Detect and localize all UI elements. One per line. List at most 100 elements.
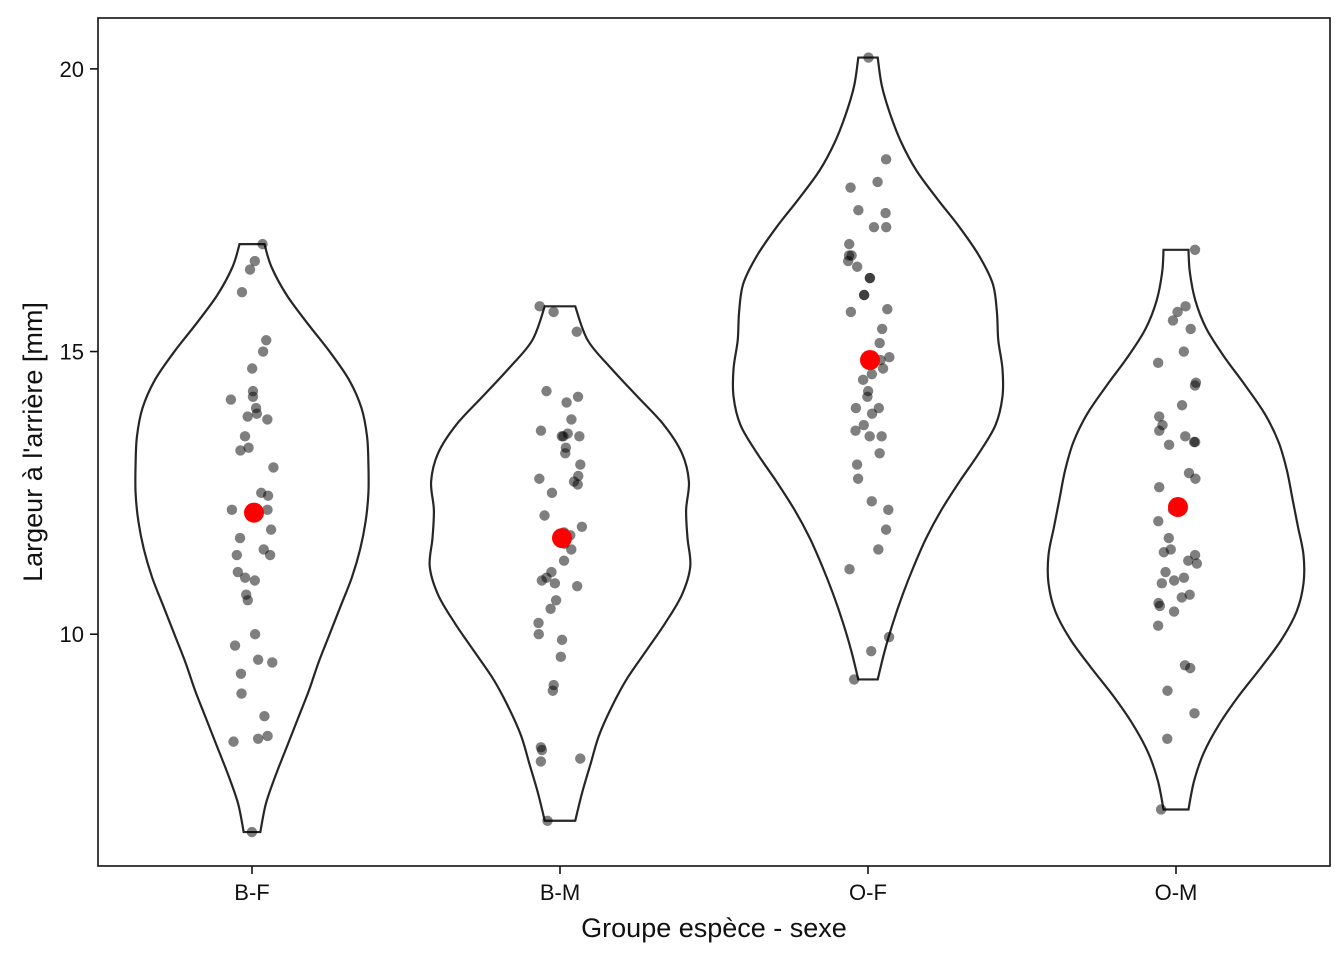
data-point bbox=[571, 580, 583, 592]
data-point bbox=[549, 578, 561, 589]
data-point bbox=[1152, 620, 1164, 631]
data-point bbox=[1176, 592, 1187, 603]
data-point bbox=[876, 431, 887, 442]
data-point bbox=[1178, 572, 1190, 583]
data-point bbox=[268, 462, 279, 473]
data-point bbox=[1152, 357, 1164, 369]
data-point bbox=[1185, 662, 1196, 674]
data-point bbox=[572, 479, 583, 490]
data-point bbox=[882, 303, 893, 315]
data-point bbox=[234, 532, 246, 544]
mean-point-O-M bbox=[1168, 497, 1188, 518]
data-point bbox=[877, 363, 889, 374]
data-point bbox=[555, 651, 567, 663]
x-tick-label: O-F bbox=[849, 880, 887, 905]
violins-layer bbox=[134, 56, 1306, 834]
data-point bbox=[1184, 589, 1195, 600]
data-point bbox=[873, 544, 884, 555]
data-point bbox=[249, 629, 261, 640]
data-point bbox=[851, 459, 863, 470]
data-point bbox=[857, 374, 869, 386]
data-point bbox=[264, 549, 276, 561]
y-axis-title: Largeur à l'arrière [mm] bbox=[18, 302, 48, 582]
data-point bbox=[242, 595, 253, 606]
data-point bbox=[1168, 606, 1180, 617]
x-tick-label: B-M bbox=[540, 880, 580, 905]
data-point bbox=[547, 685, 559, 696]
y-tick-label: 10 bbox=[60, 622, 84, 647]
data-point bbox=[850, 402, 862, 414]
data-point bbox=[561, 397, 572, 408]
data-point bbox=[252, 654, 264, 665]
data-point bbox=[560, 448, 571, 459]
data-point bbox=[235, 445, 246, 456]
data-point bbox=[252, 733, 264, 744]
violin-O-M bbox=[1046, 248, 1306, 811]
data-point bbox=[575, 459, 586, 470]
violin-B-F bbox=[134, 243, 370, 834]
data-point bbox=[1163, 532, 1174, 544]
data-point bbox=[542, 815, 553, 826]
data-point bbox=[550, 595, 562, 606]
data-point bbox=[243, 442, 254, 453]
data-point bbox=[1162, 733, 1173, 744]
data-point bbox=[1189, 549, 1201, 561]
data-point bbox=[228, 736, 239, 747]
data-point bbox=[257, 346, 269, 357]
data-point bbox=[257, 238, 268, 250]
data-point bbox=[876, 323, 888, 335]
data-point bbox=[866, 645, 877, 657]
data-point bbox=[574, 431, 585, 442]
data-point bbox=[262, 414, 273, 425]
data-point bbox=[884, 352, 895, 363]
data-point bbox=[883, 504, 894, 516]
x-tick-label: O-M bbox=[1155, 880, 1198, 905]
data-point bbox=[548, 306, 559, 318]
data-point bbox=[866, 368, 878, 380]
data-point bbox=[1180, 431, 1191, 442]
data-point bbox=[881, 221, 892, 233]
data-point bbox=[244, 264, 256, 275]
data-point bbox=[872, 176, 883, 188]
data-point bbox=[533, 617, 544, 629]
data-point bbox=[1190, 436, 1201, 448]
data-point bbox=[874, 448, 885, 459]
axes-layer: B-F B-M O-F O-M 10 15 20 bbox=[60, 57, 1198, 905]
data-point bbox=[566, 544, 577, 555]
violin-O-F bbox=[731, 56, 1005, 681]
data-point bbox=[880, 524, 892, 535]
data-point bbox=[845, 306, 857, 318]
data-point bbox=[231, 549, 243, 561]
x-axis-title: Groupe espèce - sexe bbox=[581, 913, 847, 943]
data-point bbox=[1154, 482, 1165, 493]
data-point bbox=[866, 496, 877, 507]
data-point bbox=[232, 566, 244, 578]
data-point bbox=[880, 154, 892, 165]
data-point bbox=[267, 657, 278, 668]
data-point bbox=[265, 524, 277, 535]
data-point bbox=[576, 521, 588, 532]
mean-point-B-M bbox=[552, 528, 572, 549]
x-tick-label: B-F bbox=[234, 880, 269, 905]
data-point bbox=[533, 629, 544, 640]
data-point bbox=[247, 391, 259, 402]
data-point bbox=[844, 238, 855, 250]
data-point bbox=[868, 221, 880, 233]
data-point bbox=[1153, 515, 1164, 527]
data-point bbox=[229, 640, 241, 651]
data-point bbox=[1155, 804, 1167, 815]
data-point bbox=[852, 473, 864, 484]
data-point bbox=[535, 756, 547, 767]
data-point bbox=[249, 575, 260, 586]
data-point bbox=[262, 490, 274, 501]
data-point bbox=[242, 411, 253, 422]
data-point bbox=[236, 688, 247, 699]
data-point bbox=[262, 504, 273, 516]
means-layer bbox=[244, 350, 1188, 549]
data-point bbox=[246, 826, 258, 838]
y-tick-label: 20 bbox=[60, 57, 84, 82]
data-point bbox=[1154, 411, 1165, 422]
data-point bbox=[251, 408, 263, 419]
data-point bbox=[575, 753, 586, 764]
